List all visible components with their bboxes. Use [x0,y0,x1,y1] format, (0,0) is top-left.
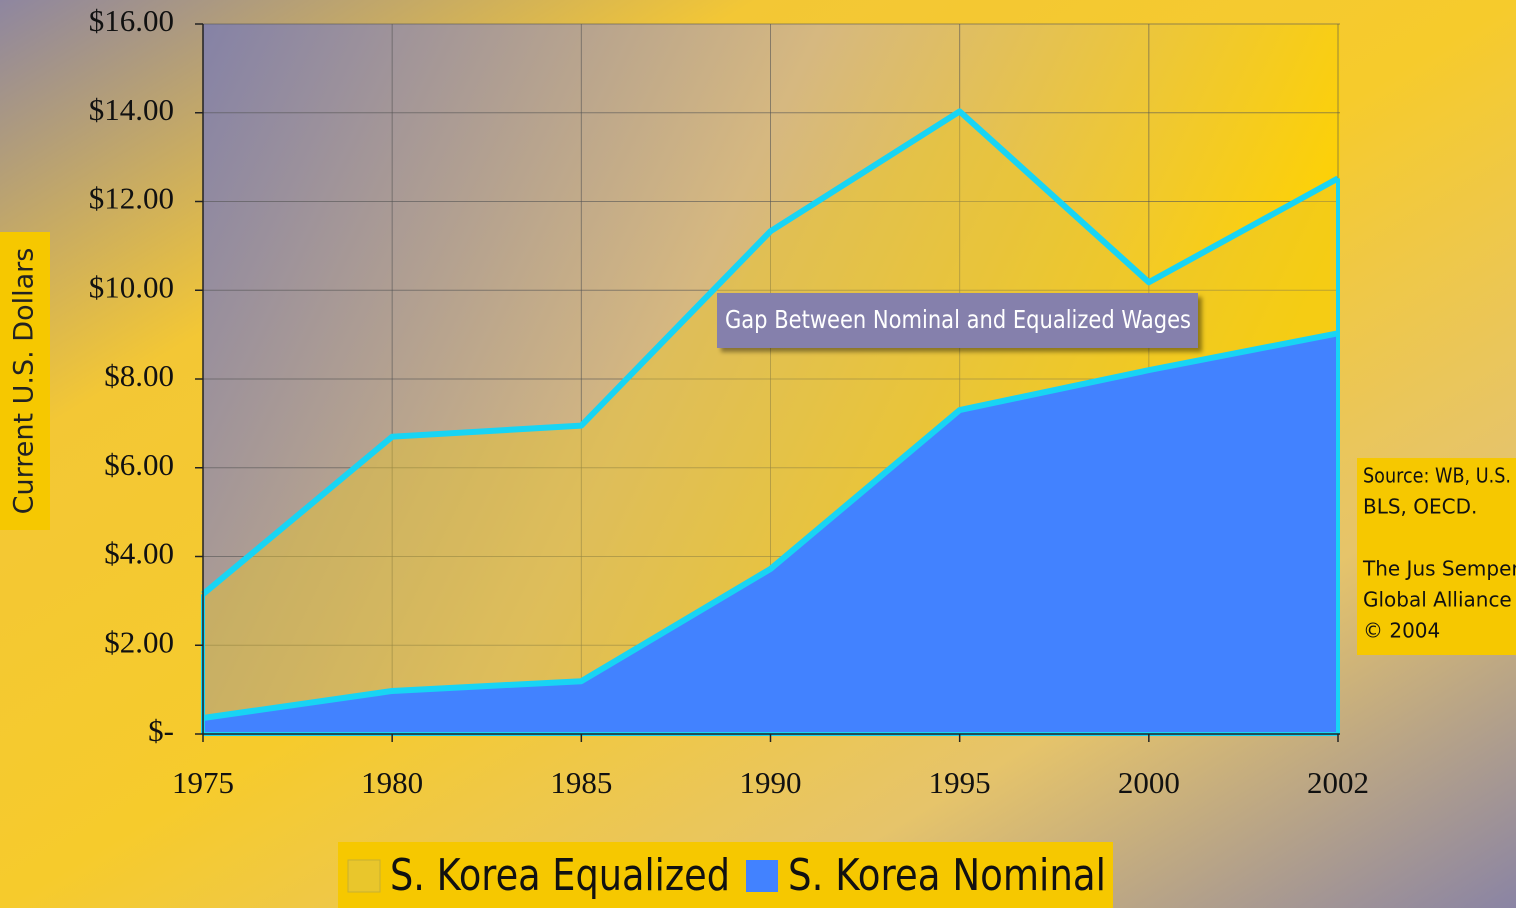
x-tick-label: 1990 [740,765,802,800]
legend [338,842,1113,908]
legend-label: S. Korea Nominal [788,850,1106,901]
y-tick-label: $8.00 [104,358,174,393]
line [202,330,1339,721]
credit-text: Global Alliance [1363,588,1512,612]
x-tick-label: 2000 [1118,765,1180,800]
y-tick-label: $6.00 [104,447,174,482]
legend-swatch [746,860,778,892]
x-tick-label: 2002 [1307,765,1369,800]
credit-text: © 2004 [1363,619,1440,643]
x-tick-label: 1995 [929,765,991,800]
y-tick-label: $12.00 [89,181,174,216]
y-tick-label: $2.00 [104,624,174,659]
annotation: Gap Between Nominal and Equalized Wages [725,305,1191,334]
x-tick-label: 1975 [172,765,234,800]
x-tick-label: 1985 [550,765,612,800]
y-tick-label: $- [148,713,174,748]
x-tick-label: 1980 [361,765,423,800]
source-text: Source: WB, U.S. [1363,464,1511,488]
legend-swatch [347,859,381,893]
annotation-box [717,293,1198,348]
line [201,108,1340,597]
y-label-box [0,232,50,530]
source-text: BLS, OECD. [1363,495,1477,519]
area [203,333,1338,734]
credit-text: The Jus Semper [1362,557,1516,581]
legend-label: S. Korea Equalized [390,850,730,901]
y-axis-label: Current U.S. Dollars [9,248,40,515]
y-tick-label: $10.00 [89,269,174,304]
y-tick-label: $16.00 [89,3,174,38]
y-tick-label: $14.00 [89,92,174,127]
source-box [1357,458,1516,655]
y-tick-label: $4.00 [104,536,174,571]
